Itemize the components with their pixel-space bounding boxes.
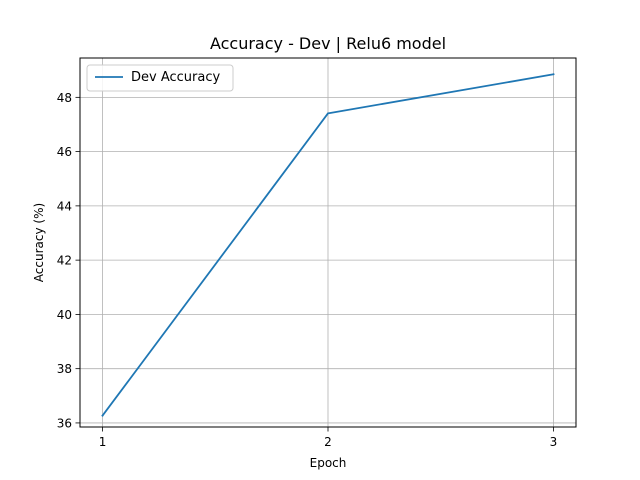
legend-box [86,64,234,92]
x-tick-label: 3 [550,435,558,449]
y-tick-label: 38 [57,362,72,376]
y-tick-label: 44 [57,199,72,213]
y-tick-label: 42 [57,254,72,268]
x-axis-label: Epoch [310,456,347,470]
y-tick-label: 36 [57,416,72,430]
data-point [327,112,329,115]
data-point [101,414,104,417]
y-tick-label: 40 [57,308,72,322]
axis-ticks: 1 2 3 36 38 40 42 44 46 48 [57,91,558,449]
grid-lines [80,58,576,427]
legend: Dev Accuracy [86,64,234,92]
x-tick-label: 1 [99,435,107,449]
chart-title: Accuracy - Dev | Relu6 model [210,34,446,53]
plot-lines [101,73,555,417]
x-tick-label: 2 [324,435,332,449]
y-tick-label: 48 [57,91,72,105]
data-point [552,73,555,76]
y-axis-label: Accuracy (%) [32,203,46,282]
y-tick-label: 46 [57,145,72,159]
legend-label: Dev Accuracy [131,70,220,85]
